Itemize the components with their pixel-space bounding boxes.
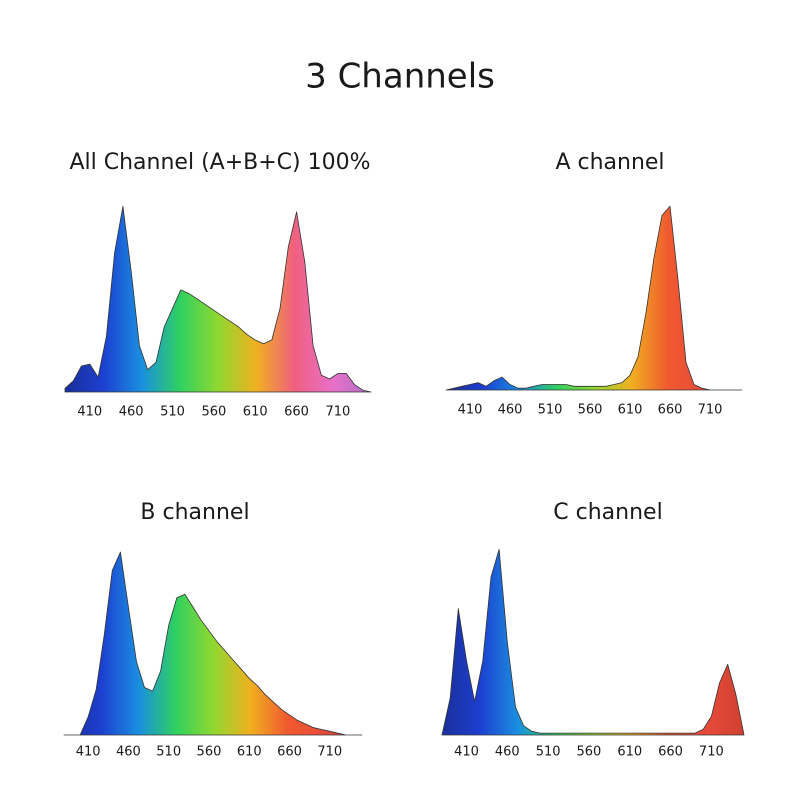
x-tick-label: 510 <box>538 403 563 418</box>
x-tick-label: 410 <box>458 403 483 418</box>
x-tick-label: 610 <box>237 745 262 760</box>
x-tick-label: 510 <box>536 745 561 760</box>
spectrum-area <box>64 205 372 393</box>
x-tick-label: 660 <box>658 403 683 418</box>
x-tick-label: 610 <box>617 745 642 760</box>
x-tick-label: 660 <box>277 745 302 760</box>
x-tick-label: 710 <box>698 403 723 418</box>
x-tick-label: 560 <box>577 745 602 760</box>
x-tick-label: 460 <box>119 405 144 420</box>
x-tick-label: 410 <box>76 745 101 760</box>
x-tick-label: 410 <box>454 745 479 760</box>
x-tick-label: 460 <box>116 745 141 760</box>
x-tick-label: 410 <box>77 405 102 420</box>
x-tick-label: 710 <box>326 405 351 420</box>
x-tick-label: 560 <box>578 403 603 418</box>
x-tick-label: 710 <box>699 745 724 760</box>
x-tick-label: 610 <box>243 405 268 420</box>
x-tick-label: 710 <box>317 745 342 760</box>
spectrum-area <box>441 548 745 736</box>
x-tick-label: 660 <box>284 405 309 420</box>
x-tick-label: 460 <box>495 745 520 760</box>
x-tick-label: 510 <box>156 745 181 760</box>
x-tick-label: 610 <box>618 403 643 418</box>
chart-title: A channel <box>555 150 664 175</box>
chart-title: B channel <box>140 500 249 525</box>
x-tick-label: 660 <box>658 745 683 760</box>
spectrum-area <box>63 551 363 736</box>
spectrum-area <box>445 205 743 391</box>
chart-title: All Channel (A+B+C) 100% <box>69 150 370 175</box>
x-tick-label: 460 <box>498 403 523 418</box>
chart-title: C channel <box>553 500 662 525</box>
x-tick-label: 510 <box>160 405 185 420</box>
x-tick-label: 560 <box>197 745 222 760</box>
page-title: 3 Channels <box>305 57 495 97</box>
x-tick-label: 560 <box>201 405 226 420</box>
